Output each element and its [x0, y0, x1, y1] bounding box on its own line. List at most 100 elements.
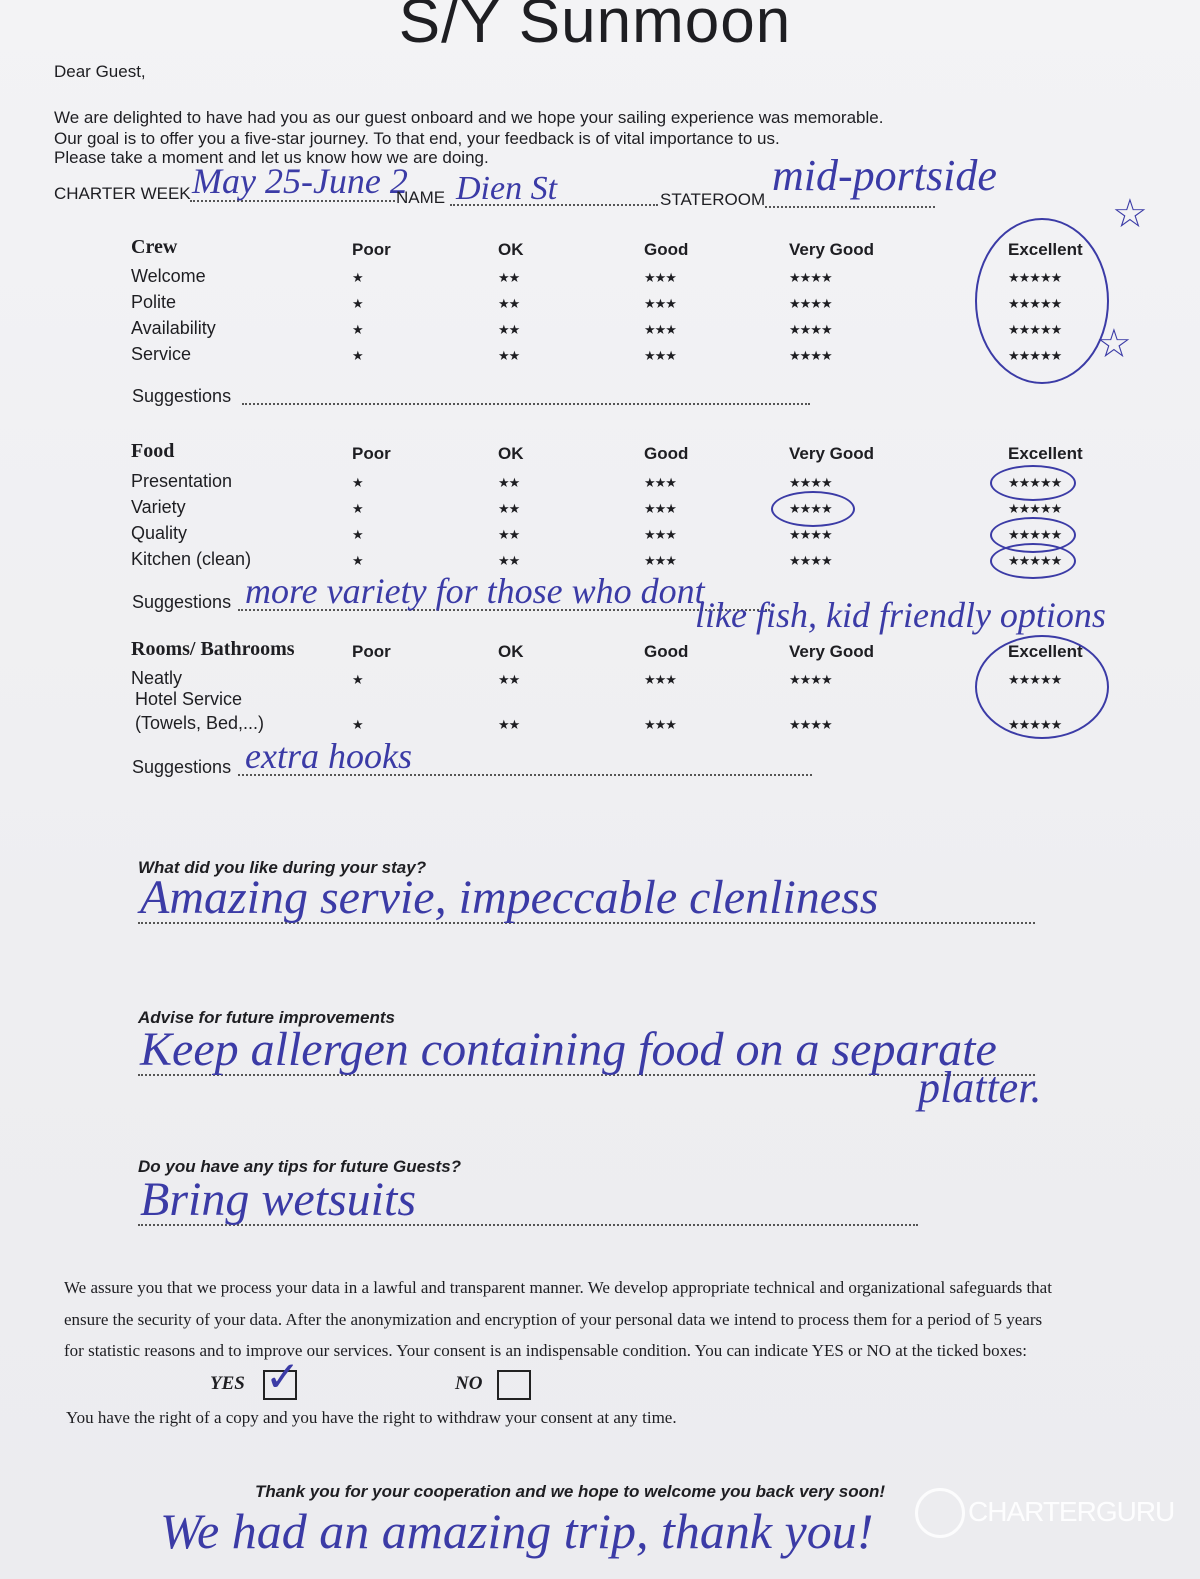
- suggestions-value[interactable]: extra hooks: [245, 736, 412, 776]
- rating-row-label: Quality: [131, 523, 188, 543]
- rating-row-label: Variety: [131, 497, 186, 517]
- answer-line: [138, 1224, 918, 1226]
- rating-option-poor[interactable]: ★: [352, 501, 364, 516]
- rating-option-ok[interactable]: ★★: [498, 527, 520, 542]
- rating-row-label: Hotel Service: [135, 689, 243, 709]
- selection-circle: [990, 465, 1076, 501]
- suggestions-value[interactable]: more variety for those who dont: [245, 571, 705, 611]
- rating-option-ok[interactable]: ★★: [498, 553, 520, 568]
- column-header-excellent: Excellent: [1008, 444, 1083, 463]
- column-header-poor: Poor: [352, 240, 391, 259]
- rating-option-very-good[interactable]: ★★★★: [789, 672, 833, 687]
- rating-option-very-good[interactable]: ★★★★: [789, 475, 833, 490]
- answer-line: [138, 1074, 1035, 1076]
- selection-circle: [771, 491, 855, 527]
- rating-option-good[interactable]: ★★★: [644, 501, 677, 516]
- rating-option-very-good[interactable]: ★★★★: [789, 553, 833, 568]
- rating-option-good[interactable]: ★★★: [644, 553, 677, 568]
- rating-option-poor[interactable]: ★: [352, 475, 364, 490]
- answer-value[interactable]: Keep allergen containing food on a separ…: [140, 1023, 997, 1076]
- rating-option-ok[interactable]: ★★: [498, 296, 520, 311]
- consent-no-checkbox[interactable]: [497, 1370, 531, 1400]
- rating-option-poor[interactable]: ★: [352, 672, 364, 687]
- rating-option-very-good[interactable]: ★★★★: [789, 348, 833, 363]
- consent-yes-checkbox[interactable]: ✓: [263, 1355, 300, 1401]
- answer-value[interactable]: Amazing servie, impeccable clenliness: [140, 871, 879, 924]
- question-label: What did you like during your stay?: [138, 858, 427, 877]
- rating-option-excellent[interactable]: ★★★★★: [1008, 501, 1062, 516]
- star-doodle-icon: ☆: [1112, 191, 1148, 236]
- rating-option-ok[interactable]: ★★: [498, 322, 520, 337]
- rating-option-good[interactable]: ★★★: [644, 527, 677, 542]
- rating-option-very-good[interactable]: ★★★★: [789, 270, 833, 285]
- answer-line: [138, 922, 1035, 924]
- rating-option-good[interactable]: ★★★: [644, 270, 677, 285]
- intro-line-3: Please take a moment and let us know how…: [54, 148, 489, 167]
- suggestions-label: Suggestions: [132, 592, 232, 612]
- rating-option-good[interactable]: ★★★: [644, 717, 677, 732]
- intro-line-1: We are delighted to have had you as our …: [54, 108, 884, 127]
- star-doodle-icon: ☆: [1096, 321, 1132, 366]
- column-header-ok: OK: [498, 642, 524, 661]
- form-title: S/Y Sunmoon: [398, 0, 792, 56]
- answer-value-cont[interactable]: platter.: [918, 1063, 1042, 1112]
- rating-option-ok[interactable]: ★★: [498, 717, 520, 732]
- column-header-very-good: Very Good: [789, 240, 875, 259]
- watermark-logo-icon: [915, 1488, 965, 1538]
- rating-option-good[interactable]: ★★★: [644, 672, 677, 687]
- rating-option-ok[interactable]: ★★: [498, 501, 520, 516]
- column-header-good: Good: [644, 444, 689, 463]
- name-value[interactable]: Dien St: [456, 170, 558, 207]
- suggestions-value-cont[interactable]: like fish, kid friendly options: [695, 595, 1106, 635]
- rating-option-very-good[interactable]: ★★★★: [789, 527, 833, 542]
- rating-option-good[interactable]: ★★★: [644, 348, 677, 363]
- watermark-text: CHARTERGURU: [968, 1496, 1175, 1527]
- rating-option-ok[interactable]: ★★: [498, 475, 520, 490]
- rating-row-label: Presentation: [131, 471, 233, 491]
- rating-row-label: Kitchen (clean): [131, 549, 252, 569]
- rating-option-poor[interactable]: ★: [352, 717, 364, 732]
- rating-option-ok[interactable]: ★★: [498, 672, 520, 687]
- rating-option-very-good[interactable]: ★★★★: [789, 322, 833, 337]
- rating-option-poor[interactable]: ★: [352, 296, 364, 311]
- rating-option-poor[interactable]: ★: [352, 270, 364, 285]
- legal-line-1: We assure you that we process your data …: [64, 1278, 1052, 1297]
- column-header-very-good: Very Good: [789, 642, 875, 661]
- rating-option-good[interactable]: ★★★: [644, 322, 677, 337]
- column-header-ok: OK: [498, 444, 524, 463]
- closing-text: Thank you for your cooperation and we ho…: [255, 1482, 886, 1501]
- rights-text: You have the right of a copy and you hav…: [66, 1408, 677, 1427]
- rating-option-poor[interactable]: ★: [352, 348, 364, 363]
- rating-option-very-good[interactable]: ★★★★: [789, 296, 833, 311]
- rating-row-label: Polite: [131, 292, 177, 312]
- column-header-poor: Poor: [352, 642, 391, 661]
- rating-option-ok[interactable]: ★★: [498, 270, 520, 285]
- column-header-very-good: Very Good: [789, 444, 875, 463]
- consent-no-label: NO: [455, 1373, 483, 1394]
- charter-week-value[interactable]: May 25-June 2: [192, 161, 408, 201]
- suggestions-line: [238, 774, 812, 776]
- charter-week-label: CHARTER WEEK: [54, 184, 191, 203]
- question-label: Advise for future improvements: [138, 1008, 395, 1027]
- legal-line-3: for statistic reasons and to improve our…: [64, 1341, 1027, 1360]
- rating-option-poor[interactable]: ★: [352, 553, 364, 568]
- answer-value[interactable]: Bring wetsuits: [140, 1173, 417, 1226]
- rating-option-good[interactable]: ★★★: [644, 475, 677, 490]
- suggestions-line: [238, 609, 770, 611]
- check-mark-icon: ✓: [265, 1355, 301, 1401]
- rating-option-good[interactable]: ★★★: [644, 296, 677, 311]
- rating-option-ok[interactable]: ★★: [498, 348, 520, 363]
- suggestions-label: Suggestions: [132, 386, 232, 406]
- consent-yes-label: YES: [210, 1373, 245, 1394]
- rating-option-poor[interactable]: ★: [352, 322, 364, 337]
- rating-option-very-good[interactable]: ★★★★: [789, 717, 833, 732]
- section-title-rooms: Rooms/ Bathrooms: [131, 638, 295, 660]
- rating-option-poor[interactable]: ★: [352, 527, 364, 542]
- name-label: NAME: [396, 188, 446, 207]
- stateroom-value[interactable]: mid-portside: [772, 151, 997, 200]
- suggestions-label: Suggestions: [132, 757, 232, 777]
- greeting: Dear Guest,: [54, 62, 146, 81]
- column-header-ok: OK: [498, 240, 524, 259]
- legal-line-2: ensure the security of your data. After …: [64, 1310, 1043, 1329]
